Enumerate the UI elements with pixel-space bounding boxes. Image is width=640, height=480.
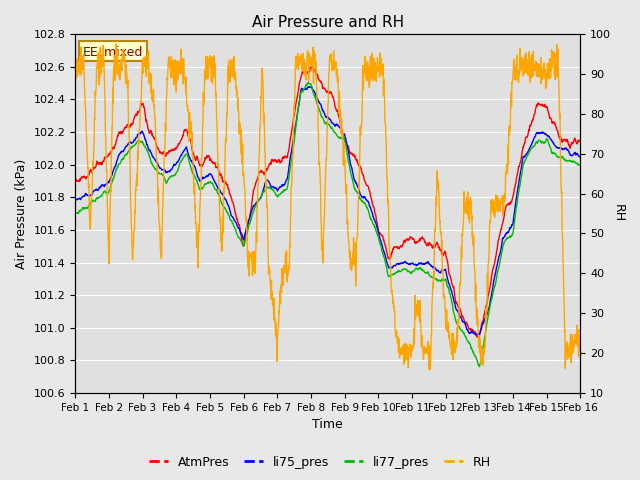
Legend: AtmPres, li75_pres, li77_pres, RH: AtmPres, li75_pres, li77_pres, RH — [144, 451, 496, 474]
Y-axis label: Air Pressure (kPa): Air Pressure (kPa) — [15, 158, 28, 269]
X-axis label: Time: Time — [312, 419, 343, 432]
Text: EE_mixed: EE_mixed — [83, 45, 143, 58]
Y-axis label: RH: RH — [612, 204, 625, 223]
Title: Air Pressure and RH: Air Pressure and RH — [252, 15, 404, 30]
